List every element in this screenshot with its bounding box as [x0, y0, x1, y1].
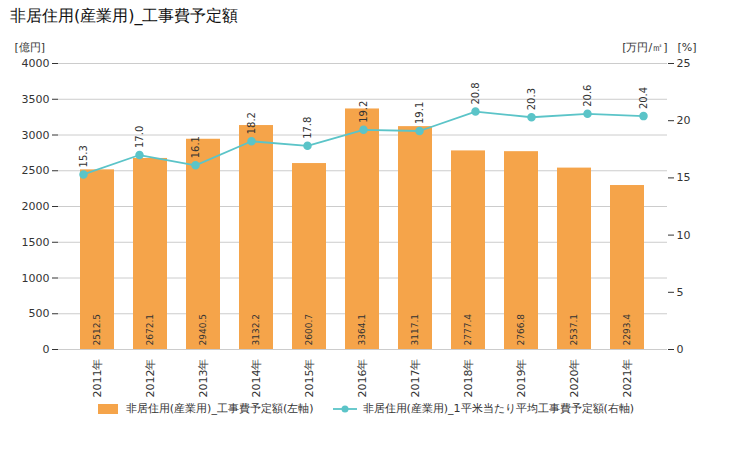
- svg-text:15.3: 15.3: [78, 145, 89, 167]
- svg-text:2293.4: 2293.4: [622, 314, 632, 346]
- svg-text:2017年: 2017年: [409, 359, 422, 398]
- svg-text:[万円/㎡]: [万円/㎡]: [622, 41, 667, 54]
- svg-text:2014年: 2014年: [250, 359, 263, 398]
- svg-text:15: 15: [677, 171, 691, 184]
- svg-text:[%]: [%]: [678, 41, 697, 54]
- svg-text:0: 0: [677, 343, 684, 356]
- svg-text:4000: 4000: [22, 57, 50, 70]
- svg-text:2016年: 2016年: [356, 359, 369, 398]
- svg-text:2011年: 2011年: [91, 359, 104, 398]
- svg-text:25: 25: [677, 57, 691, 70]
- svg-text:3117.1: 3117.1: [410, 314, 420, 346]
- svg-text:20: 20: [677, 114, 691, 127]
- svg-text:20.6: 20.6: [582, 85, 593, 107]
- svg-text:1500: 1500: [22, 236, 50, 249]
- svg-text:2766.8: 2766.8: [516, 314, 526, 346]
- svg-text:3132.2: 3132.2: [251, 314, 261, 346]
- svg-text:18.2: 18.2: [246, 112, 257, 134]
- svg-text:3000: 3000: [22, 129, 50, 142]
- svg-text:16.1: 16.1: [190, 136, 201, 158]
- svg-text:17.8: 17.8: [302, 117, 313, 139]
- svg-text:1000: 1000: [22, 272, 50, 285]
- svg-text:19.2: 19.2: [358, 101, 369, 123]
- svg-text:2018年: 2018年: [462, 359, 475, 398]
- svg-text:2777.4: 2777.4: [463, 314, 473, 346]
- svg-text:2940.5: 2940.5: [198, 314, 208, 346]
- svg-text:20.8: 20.8: [470, 82, 481, 104]
- svg-text:2021年: 2021年: [621, 359, 634, 398]
- svg-text:3500: 3500: [22, 93, 50, 106]
- svg-text:2672.1: 2672.1: [145, 314, 155, 346]
- svg-text:2012年: 2012年: [144, 359, 157, 398]
- svg-text:2019年: 2019年: [515, 359, 528, 398]
- html-text:非居住用(産業用)_1平米当たり平均工事費予定額(右軸): 非居住用(産業用)_1平米当たり平均工事費予定額(右軸): [362, 402, 635, 415]
- svg-text:3364.1: 3364.1: [357, 314, 367, 346]
- svg-text:2512.5: 2512.5: [92, 314, 102, 346]
- svg-text:5: 5: [677, 286, 684, 299]
- svg-text:500: 500: [29, 307, 50, 320]
- svg-text:19.1: 19.1: [414, 102, 425, 124]
- svg-text:20.3: 20.3: [526, 88, 537, 110]
- html-text:非居住用(産業用)_工事費予定額: 非居住用(産業用)_工事費予定額: [10, 6, 239, 25]
- svg-text:2600.7: 2600.7: [304, 314, 314, 346]
- svg-text:2020年: 2020年: [568, 359, 581, 398]
- html-text:非居住用(産業用)_工事費予定額(左軸): 非居住用(産業用)_工事費予定額(左軸): [125, 402, 314, 415]
- svg-text:[億円]: [億円]: [15, 41, 46, 54]
- svg-text:20.4: 20.4: [638, 87, 649, 109]
- svg-text:2537.1: 2537.1: [569, 314, 579, 346]
- svg-text:2013年: 2013年: [197, 359, 210, 398]
- svg-text:2015年: 2015年: [303, 359, 316, 398]
- svg-text:2000: 2000: [22, 200, 50, 213]
- svg-text:10: 10: [677, 229, 691, 242]
- svg-text:2500: 2500: [22, 164, 50, 177]
- svg-text:0: 0: [43, 343, 50, 356]
- svg-text:17.0: 17.0: [134, 126, 145, 148]
